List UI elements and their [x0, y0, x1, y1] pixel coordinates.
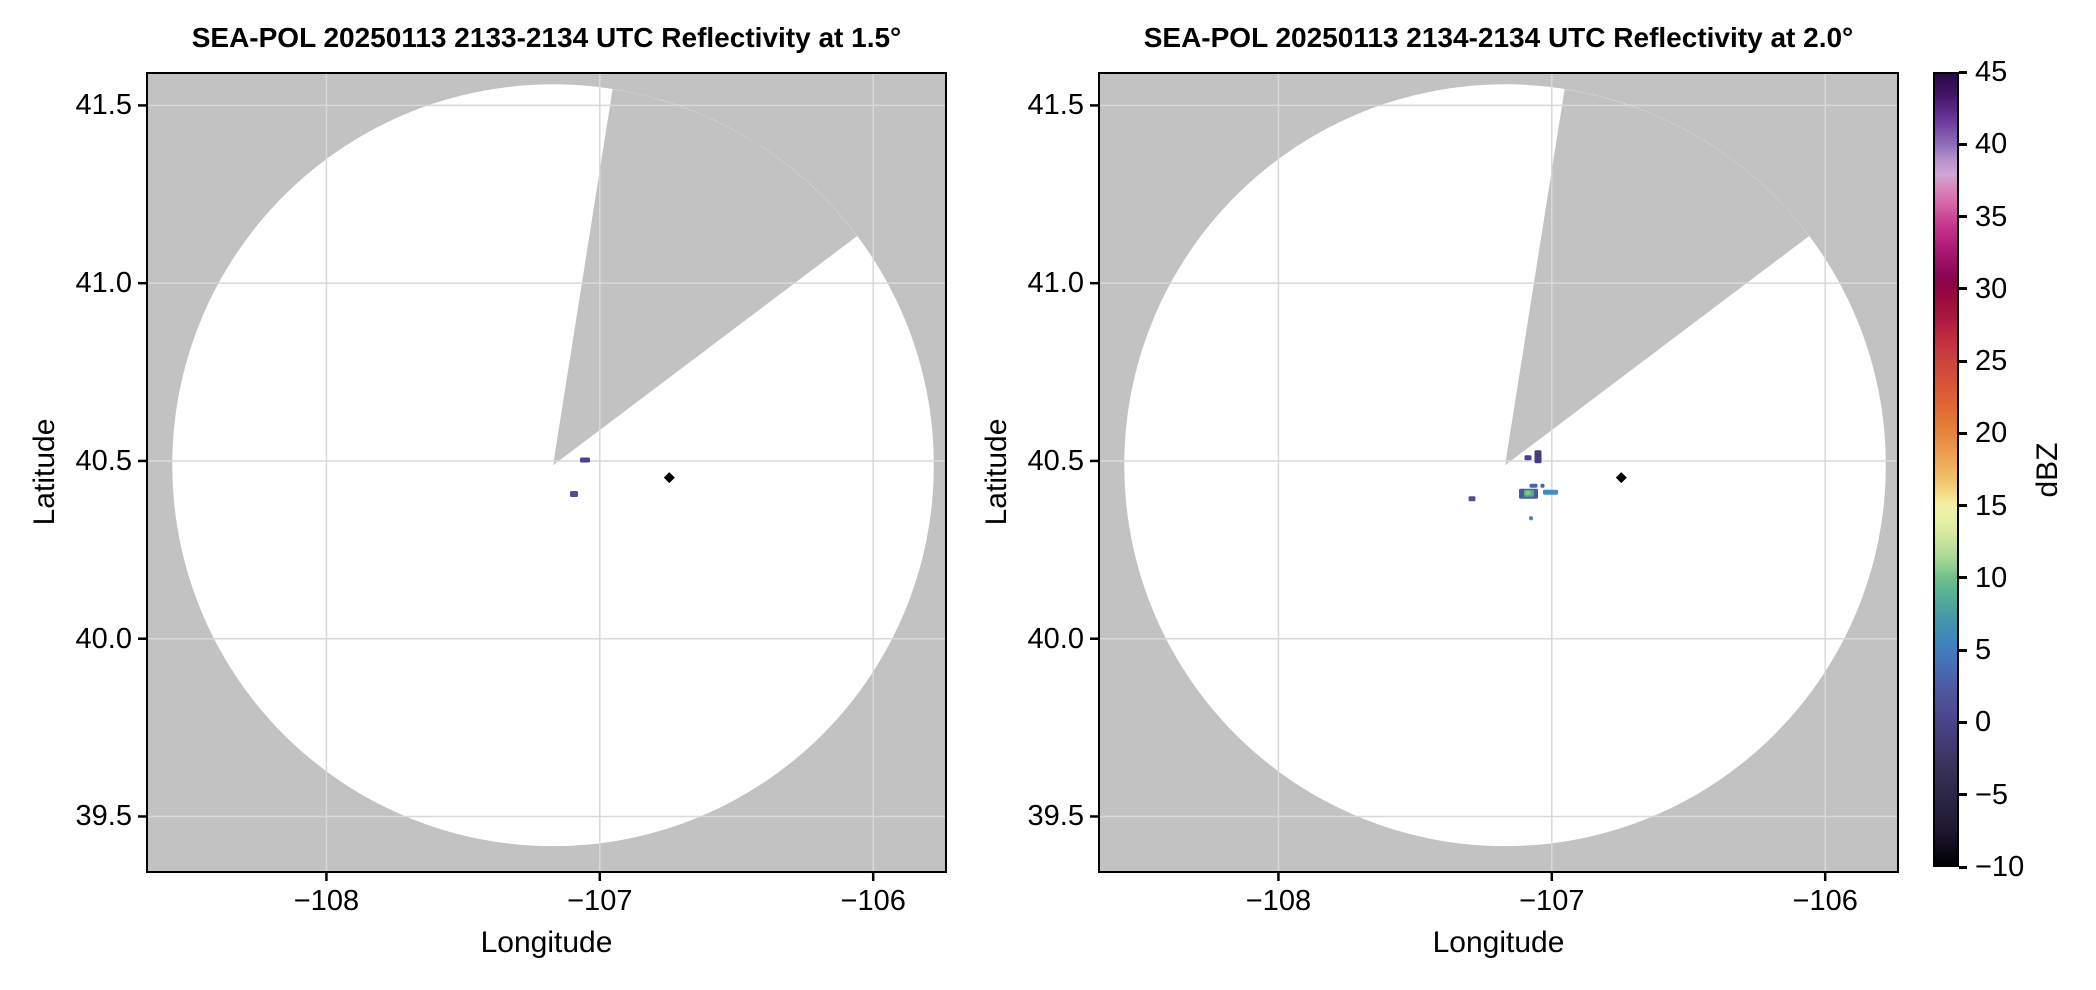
colorbar-tick-label: 45 [1975, 56, 2008, 88]
y-tick-label: 40.0 [1027, 622, 1084, 655]
y-tick-label: 41.0 [75, 267, 132, 300]
y-tick-label: 39.5 [75, 800, 132, 833]
colorbar-tick-mark [1959, 576, 1967, 580]
reflectivity-echo [1540, 483, 1545, 488]
colorbar-tick-mark [1959, 70, 1967, 74]
y-axis-label: Latitude [980, 418, 1013, 526]
site-marker-diamond [1615, 472, 1627, 484]
y-tick-label: 40.5 [1027, 444, 1084, 477]
reflectivity-echo [1543, 489, 1558, 495]
reflectivity-echo [1525, 491, 1531, 495]
y-tick-label: 40.0 [75, 622, 132, 655]
colorbar-tick-label: 40 [1975, 128, 2008, 161]
colorbar-tick-label: 20 [1975, 417, 2008, 450]
nodata-mask [1098, 72, 1899, 873]
y-tick-label: 40.5 [75, 444, 132, 477]
x-axis-label: Longitude [1432, 926, 1565, 959]
ppi-svg [138, 72, 947, 881]
reflectivity-echo [1534, 450, 1542, 464]
reflectivity-panel-1: SEA-POL 20250113 2133-2134 UTC Reflectiv… [28, 0, 947, 990]
x-tick-label: −107 [567, 885, 633, 917]
x-tick-label: −106 [1792, 885, 1858, 917]
reflectivity-panel-2: SEA-POL 20250113 2134-2134 UTC Reflectiv… [980, 0, 1899, 990]
reflectivity-echo [570, 491, 578, 497]
reflectivity-echo [1524, 455, 1532, 461]
panel-title: SEA-POL 20250113 2134-2134 UTC Reflectiv… [1143, 22, 1854, 53]
colorbar-tick-mark [1959, 359, 1967, 363]
colorbar-tick-label: 30 [1975, 272, 2008, 305]
y-axis-label: Latitude [28, 418, 61, 526]
ppi-svg [1090, 72, 1899, 881]
blank-sector-wedge [553, 89, 858, 466]
y-tick-label: 39.5 [1027, 800, 1084, 833]
colorbar-tick-mark [1959, 720, 1967, 724]
colorbar-tick-mark [1959, 648, 1967, 652]
colorbar-tick-label: 25 [1975, 345, 2008, 378]
blank-sector-wedge [1505, 89, 1810, 466]
colorbar-tick-label: 15 [1975, 489, 2008, 522]
y-tick-label: 41.0 [1027, 267, 1084, 300]
site-marker-diamond [663, 472, 675, 484]
x-tick-label: −107 [1519, 885, 1585, 917]
colorbar-tick-label: −5 [1975, 778, 2009, 811]
colorbar-tick-label: 35 [1975, 200, 2008, 233]
ppi-plot-area [138, 72, 947, 881]
nodata-mask [146, 72, 947, 873]
colorbar-tick-label: 5 [1975, 634, 1992, 667]
reflectivity-echo [1529, 516, 1533, 521]
colorbar-unit-label: dBZ [2031, 442, 2064, 498]
ppi-plot-area [1090, 72, 1899, 881]
panel-title: SEA-POL 20250113 2133-2134 UTC Reflectiv… [191, 22, 902, 53]
colorbar-tick-mark [1959, 287, 1967, 291]
y-tick-label: 41.5 [75, 89, 132, 122]
y-tick-label: 41.5 [1027, 89, 1084, 122]
colorbar: 45 40 35 30 25 20 15 10 5 0 −5 −10 [1933, 56, 2024, 883]
colorbar-tick-mark [1959, 142, 1967, 146]
reflectivity-echo [580, 457, 590, 463]
colorbar-tick-label: 10 [1975, 561, 2008, 594]
axes-spine [146, 72, 947, 873]
colorbar-gradient [1933, 72, 1959, 867]
x-tick-label: −108 [293, 885, 360, 917]
colorbar-tick-mark [1959, 215, 1967, 219]
colorbar-tick-mark [1959, 793, 1967, 797]
x-tick-label: −108 [1245, 885, 1312, 917]
reflectivity-echo [1468, 496, 1476, 502]
colorbar-tick-label: 0 [1975, 706, 1992, 739]
colorbar-tick-mark [1959, 504, 1967, 508]
axes-spine [1098, 72, 1899, 873]
colorbar-tick-mark [1959, 865, 1967, 869]
colorbar-tick-label: −10 [1975, 851, 2025, 883]
colorbar-tick-mark [1959, 431, 1967, 435]
x-axis-label: Longitude [480, 926, 613, 959]
reflectivity-echo [1529, 483, 1538, 488]
x-tick-label: −106 [840, 885, 906, 917]
